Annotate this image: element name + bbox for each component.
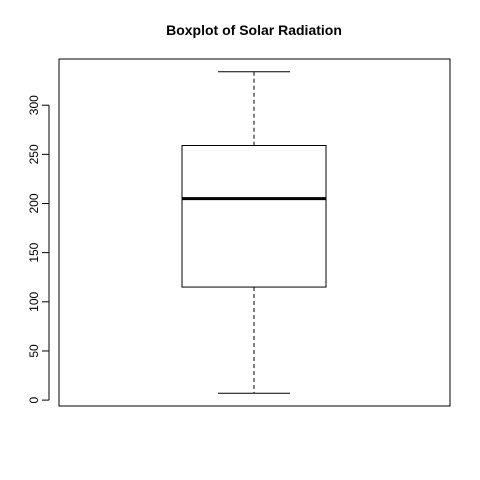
y-tick-label: 0 [27, 396, 41, 403]
chart-title: Boxplot of Solar Radiation [166, 22, 342, 38]
y-tick-label: 200 [27, 193, 41, 213]
plot-frame [58, 58, 451, 407]
y-tick-label: 100 [27, 291, 41, 311]
iqr-box [181, 145, 327, 288]
y-tick-label: 300 [27, 95, 41, 115]
boxplot [181, 71, 327, 394]
y-tick-label: 150 [27, 242, 41, 262]
y-tick-label: 250 [27, 144, 41, 164]
y-axis: 0 50 100 150 200 250 300 [27, 95, 50, 403]
y-tick-label: 50 [27, 344, 41, 358]
